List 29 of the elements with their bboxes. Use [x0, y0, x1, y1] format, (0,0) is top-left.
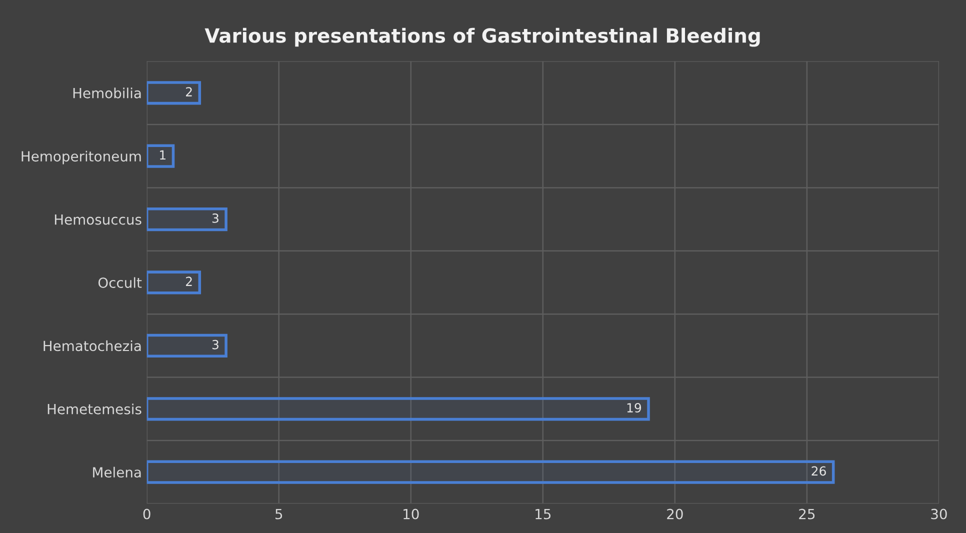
- bar: [146, 207, 228, 232]
- x-tick-label: 0: [143, 508, 150, 520]
- y-tick-label: Melena: [93, 466, 141, 478]
- data-label: 3: [212, 213, 218, 223]
- data-label: 3: [212, 340, 218, 350]
- x-tick-label: 25: [799, 508, 815, 520]
- chart-title: Various presentations of Gastrointestinal Bleeding: [204, 28, 760, 47]
- bar: [146, 334, 228, 358]
- x-tick-label: 10: [404, 508, 419, 520]
- y-tick-label: Hemetemesis: [48, 404, 142, 414]
- y-tick-label: Hemobilia: [73, 88, 141, 98]
- data-label: 2: [186, 276, 192, 286]
- x-tick-label: 20: [667, 508, 683, 520]
- y-tick-label: Occult: [98, 277, 142, 288]
- data-label: 1: [160, 150, 166, 160]
- bar: [146, 270, 202, 294]
- bar: [146, 460, 835, 484]
- y-tick-label: Hemoperitoneum: [22, 150, 141, 164]
- data-label: 19: [627, 403, 642, 413]
- x-tick-label: 5: [276, 508, 282, 520]
- data-label: 2: [186, 87, 192, 96]
- bar: [146, 81, 202, 105]
- y-tick-label: Hematochezia: [44, 340, 141, 352]
- x-tick-label: 30: [931, 508, 947, 520]
- bar: [146, 397, 650, 421]
- x-tick-label: 15: [536, 508, 551, 520]
- y-tick-label: Hemosuccus: [54, 214, 142, 225]
- bar: [146, 144, 175, 168]
- data-label: 26: [812, 466, 826, 476]
